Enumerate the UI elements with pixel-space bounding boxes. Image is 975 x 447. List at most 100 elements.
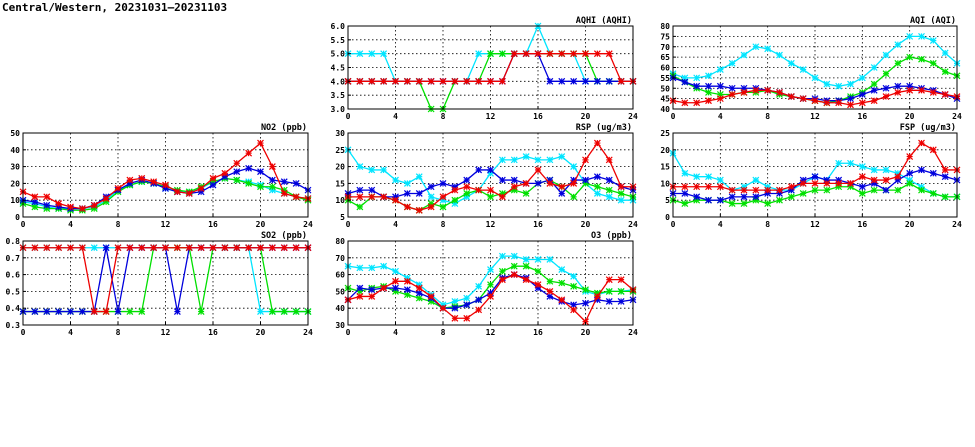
data-point (693, 99, 701, 107)
data-point (558, 266, 566, 273)
data-point (78, 205, 86, 213)
y-tick-label: 10 (10, 196, 20, 205)
data-point (522, 190, 530, 197)
data-point (487, 266, 494, 273)
chart-fsp: 0 4 8 12 16 20 24 0 5 10 15 20 25 FSP (ug/m3) (660, 123, 962, 229)
data-point (427, 293, 435, 300)
data-point (534, 267, 542, 275)
data-point (593, 183, 601, 191)
y-tick-label: 5.0 (331, 50, 346, 59)
page-title: Central/Western, 20231031–20231103 (2, 1, 228, 14)
data-point (439, 77, 447, 85)
chart-title: FSP (ug/m3) (900, 123, 956, 133)
data-point (823, 99, 831, 107)
data-point (799, 179, 807, 187)
data-point (593, 293, 601, 300)
y-tick-label: 10 (660, 179, 670, 188)
data-point (463, 77, 471, 85)
data-point (427, 203, 435, 211)
data-point (510, 183, 518, 191)
data-point (870, 166, 878, 174)
data-point (882, 93, 890, 100)
data-point (126, 308, 134, 315)
chart-aqhi: 0 4 8 12 16 20 24 3.0 3.5 4.0 4.5 5.0 5.5 6.0 AQHI (AQ… (331, 16, 638, 121)
data-point (415, 294, 423, 302)
x-tick-label: 0 (346, 220, 351, 229)
data-point (498, 156, 506, 164)
x-tick-label: 12 (486, 112, 496, 121)
data-point (498, 193, 506, 201)
y-tick-label: 80 (335, 237, 345, 246)
data-point (918, 139, 925, 147)
data-point (558, 77, 566, 85)
data-point (894, 173, 902, 181)
data-point (415, 77, 423, 85)
data-point (811, 179, 819, 187)
data-point (487, 77, 494, 85)
x-tick-label: 12 (486, 328, 496, 337)
data-point (546, 287, 554, 295)
data-point (233, 176, 241, 184)
y-tick-label: 50 (660, 84, 670, 93)
data-point (605, 193, 613, 201)
y-tick-label: 20 (10, 179, 20, 188)
x-tick-label: 16 (858, 220, 868, 229)
data-point (510, 176, 518, 184)
data-point (752, 176, 760, 184)
data-point (451, 77, 459, 85)
data-point (787, 193, 795, 201)
data-point (929, 169, 937, 177)
data-point (716, 183, 724, 191)
y-tick-label: 40 (10, 146, 20, 155)
data-point (380, 50, 388, 58)
data-point (617, 183, 625, 191)
data-point (356, 293, 364, 300)
data-point (356, 186, 364, 194)
data-point (487, 293, 494, 300)
data-point (570, 50, 578, 58)
data-point (268, 163, 276, 171)
data-point (463, 183, 471, 191)
data-point (78, 308, 86, 315)
y-tick-label: 4.5 (331, 64, 346, 73)
data-point (31, 198, 39, 206)
data-point (546, 77, 554, 85)
x-tick-label: 20 (905, 220, 915, 229)
data-point (356, 193, 364, 201)
data-point (392, 277, 399, 285)
y-tick-label: 0.4 (6, 304, 21, 313)
data-point (150, 178, 158, 186)
x-tick-label: 8 (441, 220, 446, 229)
data-point (716, 82, 724, 90)
data-point (475, 186, 483, 194)
data-point (245, 164, 253, 172)
data-point (570, 179, 578, 187)
data-point (847, 159, 854, 167)
data-point (906, 169, 914, 177)
data-point (882, 166, 890, 174)
x-tick-label: 16 (208, 328, 218, 337)
data-point (475, 166, 483, 174)
y-tick-label: 50 (335, 287, 345, 296)
y-tick-label: 5 (665, 196, 670, 205)
data-point (403, 179, 411, 187)
data-point (870, 80, 878, 88)
data-point (617, 298, 625, 305)
data-point (451, 304, 459, 312)
data-point (941, 68, 949, 76)
data-point (764, 186, 772, 194)
data-point (906, 179, 914, 187)
x-tick-label: 16 (533, 328, 543, 337)
data-point (392, 267, 399, 275)
x-tick-label: 0 (21, 220, 26, 229)
y-tick-label: 5 (340, 213, 345, 222)
data-point (546, 277, 554, 285)
y-tick-label: 45 (660, 95, 670, 104)
data-point (906, 153, 914, 160)
y-tick-label: 20 (335, 163, 345, 172)
data-point (617, 287, 625, 295)
data-point (764, 86, 772, 94)
data-point (522, 153, 530, 160)
x-tick-label: 0 (671, 112, 676, 121)
